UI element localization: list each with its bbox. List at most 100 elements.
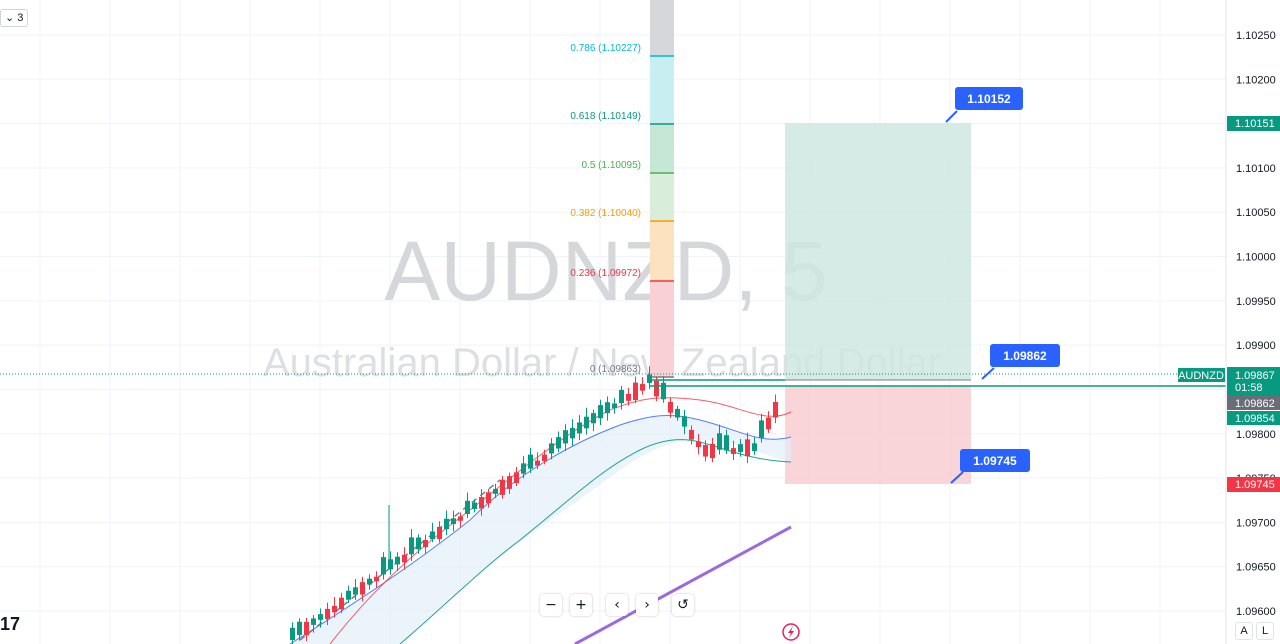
svg-text:1.09854: 1.09854 — [1235, 413, 1275, 425]
candle — [311, 618, 316, 625]
candle — [549, 443, 554, 454]
price-tick-label: 1.09900 — [1236, 340, 1276, 352]
svg-text:AUDNZD: AUDNZD — [1178, 370, 1224, 382]
fib-level-label: 0.5 (1.10095) — [582, 160, 642, 171]
symbol-price-tag: AUDNZD — [1178, 368, 1225, 382]
candle — [745, 439, 750, 457]
candle — [535, 460, 540, 466]
candle — [703, 445, 708, 457]
price-tick-label: 1.10250 — [1236, 30, 1276, 42]
entry-callout[interactable]: 1.09862 — [981, 344, 1060, 380]
zoom-out-button[interactable]: − — [540, 594, 562, 616]
candle — [731, 448, 736, 455]
candle — [584, 416, 589, 429]
log-scale-button[interactable]: L — [1256, 622, 1274, 640]
fib-level-label: 0.382 (1.10040) — [570, 208, 641, 219]
scroll-left-button[interactable]: ‹ — [606, 594, 628, 616]
target-price-label: 1.10152 — [967, 92, 1011, 106]
candle — [346, 590, 351, 600]
candle — [773, 401, 778, 418]
stop-price-label: 1.09745 — [973, 454, 1017, 468]
price-tick-label: 1.09800 — [1236, 429, 1276, 441]
stop-callout[interactable]: 1.09745 — [950, 449, 1030, 484]
candle — [325, 608, 330, 619]
candle — [290, 627, 295, 640]
lightning-icon[interactable] — [782, 623, 800, 641]
symbol-watermark: AUDNZD, 5 — [384, 224, 827, 318]
stop-price-tag: 1.09745 — [1227, 477, 1280, 492]
position-loss-zone[interactable] — [785, 386, 971, 484]
candle — [388, 559, 393, 570]
bar-countdown: 01:58 — [1235, 382, 1263, 394]
candle — [430, 531, 435, 540]
indicator-count: 3 — [17, 12, 24, 24]
candle — [521, 463, 526, 474]
candle — [738, 444, 743, 453]
chart-grid — [0, 0, 1226, 644]
fib-level-label: 0.236 (1.09972) — [570, 268, 641, 279]
auto-scale-button[interactable]: A — [1235, 622, 1253, 640]
candle — [668, 401, 673, 413]
candle — [528, 454, 533, 469]
candle — [556, 437, 561, 449]
price-tick-label: 1.09950 — [1236, 296, 1276, 308]
indicator-legend-toggle[interactable]: ⌄ 3 — [0, 9, 29, 27]
candle — [766, 417, 771, 430]
candle — [563, 430, 568, 444]
candle — [717, 433, 722, 450]
svg-text:1.10151: 1.10151 — [1235, 118, 1275, 130]
candle — [409, 537, 414, 555]
zoom-in-button[interactable]: + — [570, 594, 592, 616]
candle — [402, 554, 407, 563]
candle — [682, 416, 687, 427]
candle — [570, 427, 575, 439]
candle — [514, 472, 519, 483]
candle — [360, 582, 365, 595]
target-callout[interactable]: 1.10152 — [945, 87, 1023, 123]
position-entry-price-tag: 1.09862 — [1227, 396, 1280, 410]
candle — [416, 537, 421, 550]
candle — [318, 614, 323, 620]
price-tick-label: 1.09700 — [1236, 517, 1276, 529]
candle — [297, 621, 302, 635]
candle — [395, 556, 400, 565]
candle — [500, 479, 505, 495]
candle — [374, 576, 379, 582]
candle — [451, 518, 456, 525]
candle — [367, 578, 372, 585]
candle — [689, 429, 694, 440]
candle — [675, 408, 680, 418]
fib-level-label: 0.786 (1.10227) — [570, 43, 641, 54]
candle — [381, 557, 386, 575]
candle — [696, 441, 701, 448]
entry-price-label: 1.09862 — [1003, 349, 1047, 363]
price-tick-label: 1.10000 — [1236, 252, 1276, 264]
candle — [619, 389, 624, 404]
candle — [542, 454, 547, 462]
candle — [458, 516, 463, 521]
fib-level-label: 0.618 (1.10149) — [570, 111, 641, 122]
svg-text:1.09862: 1.09862 — [1235, 398, 1275, 410]
candle — [577, 422, 582, 434]
scroll-right-button[interactable]: › — [636, 594, 658, 616]
price-axis[interactable] — [1226, 0, 1280, 644]
candle — [661, 382, 666, 400]
reset-chart-button[interactable]: ↺ — [672, 594, 694, 616]
candle — [472, 502, 477, 509]
candle — [710, 443, 715, 459]
price-tick-label: 1.09600 — [1236, 606, 1276, 618]
candle — [654, 380, 659, 397]
trend-line[interactable] — [574, 525, 792, 644]
position-profit-zone[interactable] — [785, 123, 971, 380]
candle — [626, 393, 631, 401]
chevron-down-icon: ⌄ — [5, 12, 15, 24]
candlestick-series — [290, 366, 778, 644]
fibonacci-retracement[interactable]: 0.786 (1.10227) 0.618 (1.10149) 0.5 (1.100… — [570, 0, 674, 378]
candle — [444, 518, 449, 530]
candle — [724, 435, 729, 451]
candle — [304, 621, 309, 636]
svg-text:1.09745: 1.09745 — [1235, 479, 1275, 491]
candle — [479, 497, 484, 509]
last-price-value: 1.09867 — [1235, 370, 1275, 382]
